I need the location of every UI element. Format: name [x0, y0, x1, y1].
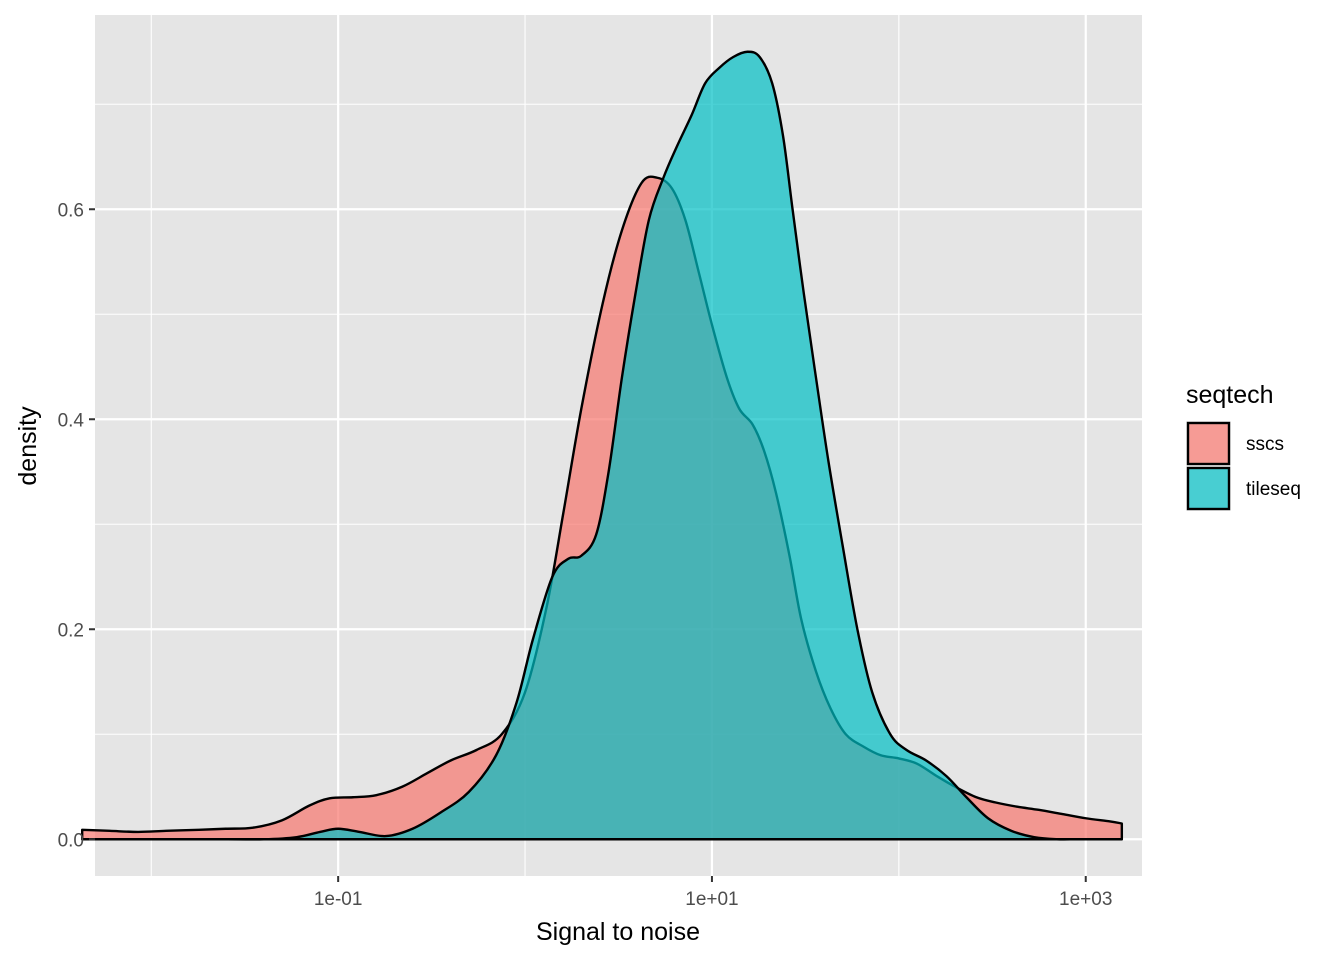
legend-swatch-sscs — [1186, 421, 1231, 466]
x-axis-title: Signal to noise — [536, 918, 700, 946]
legend: seqtech sscs tileseq — [1186, 381, 1301, 511]
legend-title: seqtech — [1186, 381, 1274, 409]
y-axis-title: density — [14, 406, 42, 486]
legend-item-sscs: sscs — [1186, 421, 1284, 466]
x-tick-label: 1e+01 — [685, 889, 738, 910]
x-tick-label: 1e+03 — [1059, 889, 1112, 910]
density-area-tileseq — [80, 50, 1124, 841]
legend-swatch-tileseq — [1186, 466, 1231, 511]
density-areas — [80, 50, 1124, 841]
legend-item-tileseq: tileseq — [1186, 466, 1301, 511]
y-tick-label: 0.0 — [58, 830, 84, 851]
legend-label-sscs: sscs — [1246, 434, 1284, 455]
legend-label-tileseq: tileseq — [1246, 479, 1301, 500]
legend-items: sscs tileseq — [1186, 421, 1301, 511]
y-tick-label: 0.6 — [58, 200, 84, 221]
y-axis: 0.0 0.2 0.4 0.6 — [58, 200, 95, 851]
y-tick-label: 0.2 — [58, 620, 84, 641]
y-tick-label: 0.4 — [58, 410, 85, 431]
x-axis: 1e-01 1e+01 1e+03 — [314, 876, 1112, 910]
x-tick-label: 1e-01 — [314, 889, 363, 910]
